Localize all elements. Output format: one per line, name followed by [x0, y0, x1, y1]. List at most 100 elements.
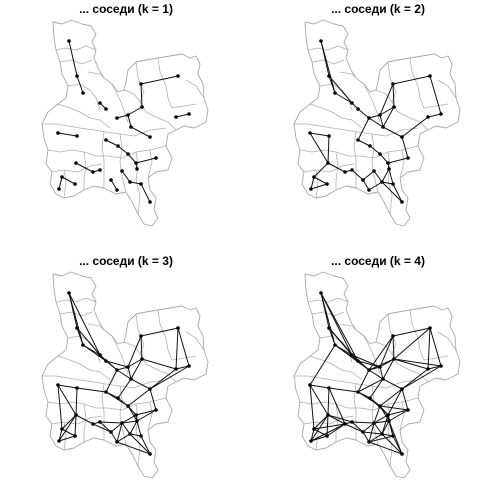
neighbour-edge: [327, 135, 330, 164]
district-border: [375, 89, 393, 103]
neighbour-edge: [116, 422, 123, 443]
district-border: [147, 401, 153, 431]
neighbour-edge: [68, 40, 78, 77]
centroid-node: [439, 364, 443, 368]
centroid-node: [98, 168, 102, 172]
neighbour-edge: [327, 162, 346, 173]
neighbour-edge: [328, 387, 359, 393]
centroid-node: [74, 413, 78, 417]
centroid-node: [356, 107, 360, 111]
centroid-node: [361, 430, 365, 434]
territory-outline: [293, 19, 461, 227]
centroid-node: [372, 169, 376, 173]
centroid-node: [350, 168, 354, 172]
neighbour-edge: [127, 114, 132, 128]
neighbour-edge: [387, 414, 394, 437]
district-border: [135, 151, 141, 215]
centroid-node: [81, 343, 85, 347]
panel-k2: ... соседи (k = 2): [252, 0, 504, 252]
centroid-node: [367, 188, 371, 192]
neighbour-edge: [357, 139, 371, 147]
centroid-node: [356, 390, 360, 394]
centroid-node: [312, 427, 316, 431]
neighbour-edge: [320, 292, 336, 346]
panel-title: ... соседи (k = 1): [79, 2, 173, 16]
centroid-node: [126, 365, 130, 369]
neighbour-edge: [310, 428, 315, 442]
centroid-node: [148, 200, 152, 204]
district-borders: [42, 45, 205, 215]
centroid-node: [60, 427, 64, 431]
neighbour-edge: [379, 114, 384, 128]
centroid-node: [148, 387, 152, 391]
neighbour-edge: [76, 327, 84, 346]
panel-title: ... соседи (k = 3): [79, 254, 173, 268]
centroid-node: [380, 432, 384, 436]
district-border: [303, 415, 355, 425]
centroid-node: [327, 386, 331, 390]
region-centroids: [308, 291, 443, 456]
neighbour-edge: [61, 414, 77, 430]
neighbour-edge: [105, 360, 129, 368]
centroid-node: [343, 170, 347, 174]
centroid-node: [174, 367, 178, 371]
neighbour-edge: [379, 366, 384, 380]
centroid-node: [378, 113, 382, 117]
district-border: [335, 403, 339, 442]
district-border: [55, 45, 97, 51]
territory-outline: [41, 271, 209, 479]
neighbour-edge: [368, 358, 395, 371]
neighbour-edge: [379, 335, 394, 368]
neighbour-edge: [379, 83, 394, 116]
centroid-node: [326, 413, 330, 417]
district-border: [299, 145, 419, 159]
centroid-node: [386, 413, 390, 417]
neighbour-edge: [381, 168, 390, 183]
centroid-node: [126, 113, 130, 117]
district-border: [123, 341, 141, 355]
neighbour-edge: [387, 388, 403, 416]
neighbour-edge: [116, 114, 129, 119]
centroid-node: [116, 144, 120, 148]
neighbour-edge: [401, 368, 429, 390]
district-border: [335, 151, 339, 190]
neighbour-edge: [368, 366, 381, 371]
centroid-node: [129, 125, 133, 129]
district-border: [101, 131, 105, 188]
centroid-node: [176, 74, 180, 78]
centroid-node: [139, 82, 143, 86]
region-centroids: [56, 39, 191, 204]
neighbour-edge: [393, 327, 431, 360]
district-border: [399, 401, 405, 431]
neighbour-edge: [388, 168, 394, 185]
neighbour-edge: [427, 327, 431, 370]
centroid-node: [391, 334, 395, 338]
neighbour-edge: [310, 183, 328, 190]
neighbour-edge: [116, 433, 131, 443]
panel-k1: ... соседи (k = 1): [0, 0, 252, 252]
neighbour-edge: [381, 181, 403, 203]
centroid-node: [176, 326, 180, 330]
centroid-node: [57, 439, 61, 443]
centroid-node: [148, 452, 152, 456]
neighbour-edge: [373, 422, 383, 435]
region-centroids: [56, 291, 191, 456]
neighbour-edge: [429, 75, 442, 115]
centroid-node: [406, 408, 410, 412]
neighbour-edge: [382, 358, 395, 380]
neighbour-edge: [368, 369, 384, 380]
district-border: [59, 59, 93, 65]
neighbour-edge: [401, 116, 429, 138]
centroid-node: [139, 182, 143, 186]
neighbour-map: [293, 19, 461, 227]
centroid-node: [67, 39, 71, 43]
neighbour-edge: [140, 183, 151, 203]
district-border: [387, 151, 393, 215]
centroid-node: [140, 105, 144, 109]
neighbour-edge: [393, 358, 429, 370]
centroid-node: [115, 368, 119, 372]
centroid-node: [98, 353, 102, 357]
district-border: [83, 403, 87, 442]
centroid-node: [426, 367, 430, 371]
neighbour-edge: [362, 170, 375, 181]
